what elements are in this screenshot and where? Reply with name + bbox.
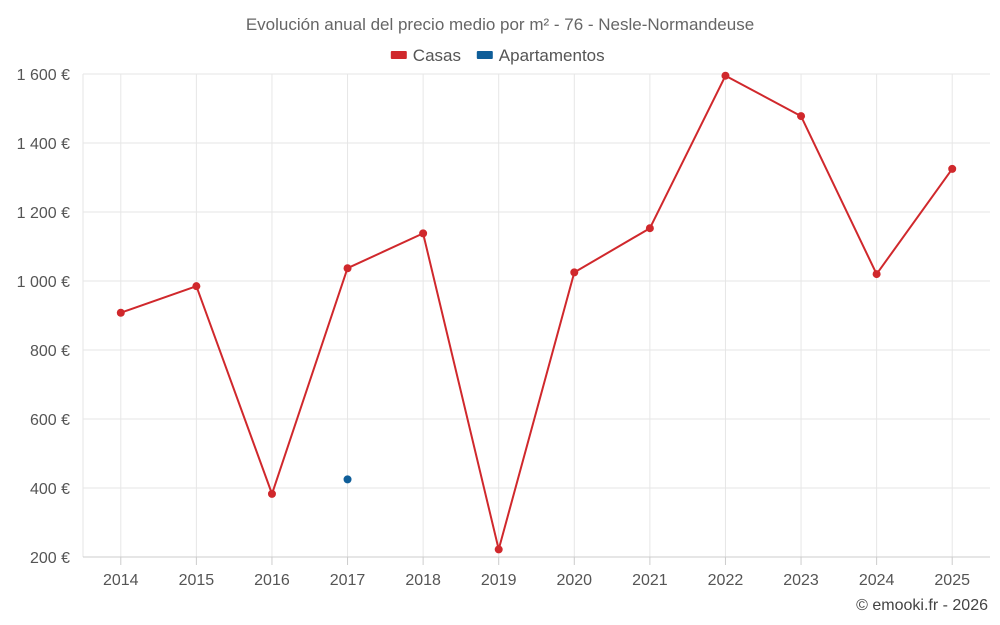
data-point-casas — [645, 224, 654, 233]
x-tick-label: 2016 — [254, 572, 290, 589]
series-layer — [116, 71, 957, 554]
x-tick-label: 2021 — [632, 572, 668, 589]
data-point-casas — [948, 164, 957, 173]
legend-label-casas: Casas — [413, 46, 461, 65]
data-point-casas — [419, 229, 428, 238]
credit-text: © emooki.fr - 2026 — [856, 597, 988, 614]
data-point-casas — [494, 545, 503, 554]
legend-swatch-apartamentos — [476, 51, 493, 59]
x-tick-label: 2024 — [859, 572, 895, 589]
x-tick-label: 2022 — [708, 572, 744, 589]
grid-lines — [83, 73, 990, 558]
data-point-casas — [343, 264, 352, 273]
y-tick-label: 400 € — [30, 481, 70, 498]
x-tick-label: 2015 — [179, 572, 215, 589]
x-tick-label: 2018 — [405, 572, 441, 589]
x-tick-label: 2023 — [783, 572, 819, 589]
data-point-casas — [721, 71, 730, 80]
y-tick-label: 1 400 € — [17, 136, 70, 153]
chart-title: Evolución anual del precio medio por m² … — [246, 15, 754, 34]
y-tick-label: 1 600 € — [17, 67, 70, 84]
x-tick-label: 2017 — [330, 572, 366, 589]
data-point-casas — [192, 282, 201, 291]
y-axis: 200 € 400 € 600 € 800 € 1 000 € 1 200 € 1 400 … — [17, 67, 84, 567]
x-tick-label: 2019 — [481, 572, 517, 589]
data-point-casas — [797, 112, 806, 121]
data-point-casas — [267, 489, 276, 498]
y-tick-label: 1 000 € — [17, 274, 70, 291]
y-tick-label: 800 € — [30, 343, 70, 360]
x-axis: 2014 2015 2016 2017 2018 2019 2020 2021 2022 2023… — [83, 556, 990, 589]
x-tick-label: 2020 — [556, 572, 592, 589]
y-tick-label: 200 € — [30, 550, 70, 567]
data-point-casas — [570, 268, 579, 277]
x-tick-label: 2014 — [103, 572, 139, 589]
data-point-casas — [872, 270, 881, 279]
x-tick-label: 2025 — [934, 572, 970, 589]
legend-label-apartamentos: Apartamentos — [499, 46, 605, 65]
y-tick-label: 1 200 € — [17, 205, 70, 222]
y-tick-label: 600 € — [30, 412, 70, 429]
data-point-apartamentos — [343, 475, 352, 484]
chart-legend: Casas Apartamentos — [390, 46, 605, 65]
series-line-casas — [120, 74, 954, 551]
data-point-casas — [116, 308, 125, 317]
legend-swatch-casas — [390, 51, 407, 59]
